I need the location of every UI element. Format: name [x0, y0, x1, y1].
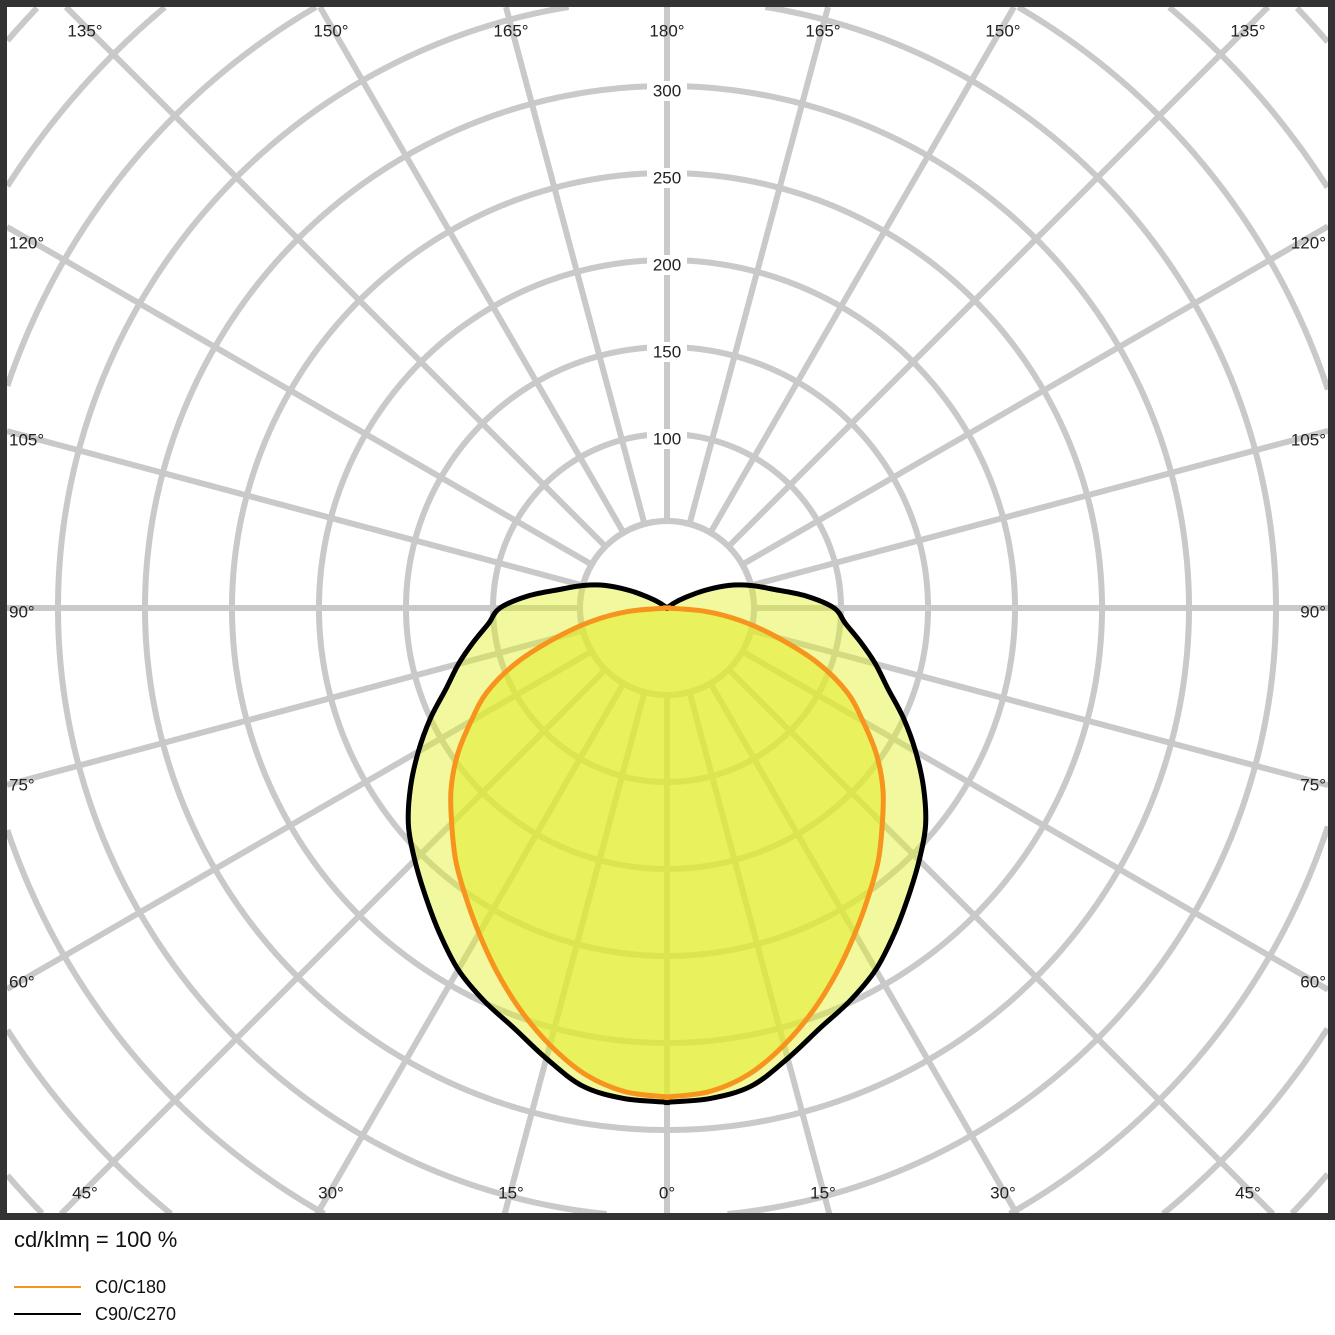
legend-item-c0: C0/C180 [14, 1276, 166, 1298]
angle-label-bottom: 45° [1235, 1184, 1261, 1203]
grid-spoke [726, 4, 1271, 549]
grid-circle [5, 5, 1330, 1216]
radial-tick-bg [647, 255, 687, 275]
angle-label-right: 120° [1291, 234, 1326, 253]
plot-frame [0, 0, 1335, 1220]
grid-spoke [503, 6, 648, 525]
angle-label-top: 165° [493, 22, 528, 41]
grid-circle [4, 5, 1330, 1217]
angle-label-left: 90° [9, 603, 35, 622]
angle-label-bottom: 30° [318, 1184, 344, 1203]
angle-label-bottom: 15° [498, 1184, 524, 1203]
angle-label-bottom: 30° [990, 1184, 1016, 1203]
angle-label-bottom: 45° [72, 1184, 98, 1203]
angle-label-top: 180° [649, 22, 684, 41]
radial-tick-label: 250 [653, 169, 681, 188]
angle-label-top: 150° [313, 22, 348, 41]
grid-circle [4, 4, 1331, 1217]
angle-label-top: 165° [805, 22, 840, 41]
radial-tick-label: 100 [653, 430, 681, 449]
radial-tick-label: 200 [653, 256, 681, 275]
angle-label-right: 60° [1300, 973, 1326, 992]
legend-label: C0/C180 [95, 1276, 167, 1297]
angle-label-bottom: 15° [810, 1184, 836, 1203]
angle-label-top: 135° [1230, 22, 1265, 41]
radial-tick-bg [647, 342, 687, 362]
angle-label-left: 120° [9, 234, 44, 253]
grid-spoke [63, 4, 608, 549]
angle-label-top: 150° [985, 22, 1020, 41]
unit-label: cd/klmη = 100 % [14, 1227, 178, 1252]
grid-spoke [6, 627, 584, 788]
legend-label: C90/C270 [95, 1303, 177, 1324]
grid-spoke [750, 627, 1329, 789]
grid-spoke [740, 223, 1330, 568]
angle-label-top: 135° [67, 22, 102, 41]
radial-tick-bg [647, 81, 687, 101]
grid-spoke [317, 5, 627, 535]
radial-tick-bg [647, 429, 687, 449]
legend-swatch-black [14, 1313, 81, 1315]
grid-circle [55, 4, 1279, 1217]
angle-label-bottom: 0° [659, 1184, 675, 1203]
radial-tick-bg [647, 168, 687, 188]
angle-label-right: 75° [1300, 776, 1326, 795]
angle-label-right: 90° [1300, 603, 1326, 622]
angle-label-left: 60° [9, 973, 35, 992]
legend-item-c90: C90/C270 [14, 1303, 176, 1325]
c0-c180-fill [450, 607, 884, 1098]
grid-spoke [6, 428, 584, 589]
c0-c180-curve [448, 605, 886, 1101]
angle-label-left: 75° [9, 776, 35, 795]
grid-spoke [707, 5, 1017, 535]
grid-spoke [750, 427, 1329, 589]
radial-tick-label: 150 [653, 343, 681, 362]
angle-label-left: 105° [9, 431, 44, 450]
legend-swatch-orange [14, 1286, 81, 1288]
angle-label-right: 105° [1291, 431, 1326, 450]
grid-spoke [5, 224, 594, 568]
radial-tick-label: 300 [653, 82, 681, 101]
polar-intensity-chart: 100 150 200 250 300 135° 150° 165° 180° 165° 150° 1… [0, 0, 1335, 1220]
grid-spoke [686, 6, 831, 525]
